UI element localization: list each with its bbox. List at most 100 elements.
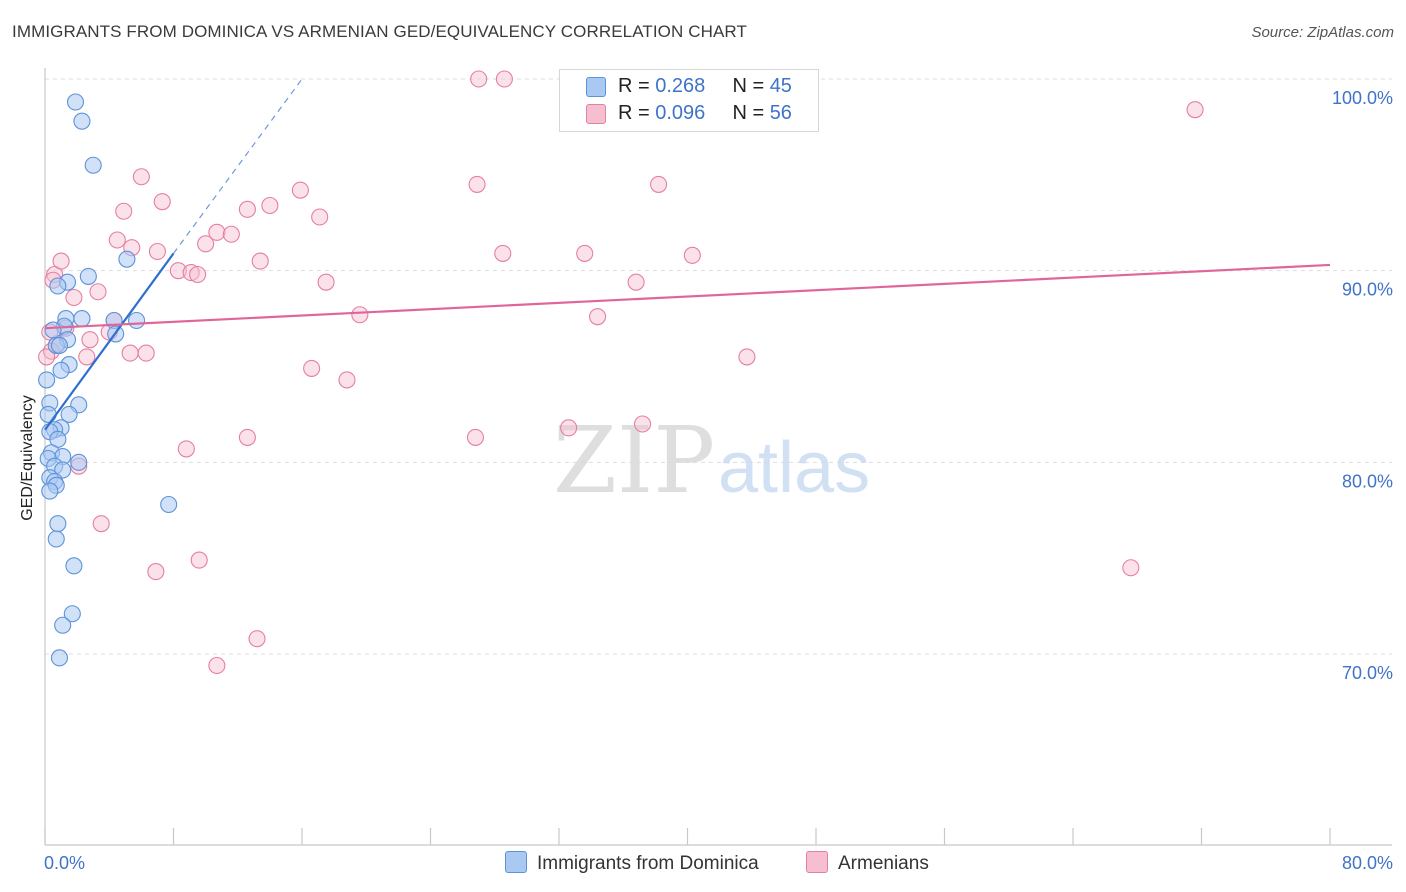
watermark-atlas: atlas: [718, 428, 870, 508]
legend-r-value-armenians: 0.096: [655, 102, 706, 124]
legend-r-label-armenians: R =: [618, 102, 656, 124]
armenians-point: [311, 208, 329, 226]
dominica-point: [65, 557, 83, 575]
armenians-point: [189, 265, 207, 284]
dominica-trendline: [44, 252, 175, 431]
armenians-point: [633, 415, 652, 433]
x-tick-label: 0.0%: [44, 853, 85, 873]
armenians-point: [177, 440, 195, 458]
dominica-point: [50, 649, 69, 667]
armenians-point: [1122, 559, 1140, 577]
dominica-point: [49, 277, 67, 295]
dominica-point: [63, 605, 81, 623]
y-axis-label: GED/Equivalency: [19, 395, 36, 521]
armenians-point: [494, 244, 512, 262]
armenians-point: [650, 175, 668, 193]
series-swatch-dominica: [505, 851, 527, 873]
armenians-point: [588, 308, 607, 326]
armenians-point: [468, 175, 486, 193]
armenians-point: [1186, 101, 1204, 119]
dominica-point: [128, 311, 146, 330]
armenians-point: [169, 262, 187, 280]
dominica-point: [160, 495, 178, 514]
armenians-point: [317, 273, 335, 291]
series-swatch-armenians: [806, 851, 828, 873]
source-label: Source: ZipAtlas.com: [1251, 24, 1394, 41]
dominica-point: [49, 515, 67, 533]
armenians-point: [338, 371, 356, 389]
dominica-point: [54, 616, 72, 634]
armenians-point: [208, 656, 226, 675]
dominica-points: [38, 93, 178, 667]
series-legend-dominica[interactable]: Immigrants from Dominica: [505, 851, 759, 875]
correlation-legend: R = 0.268 N = 45 R = 0.096 N = 56: [559, 69, 819, 132]
dominica-point: [60, 405, 78, 423]
chart-title: IMMIGRANTS FROM DOMINICA VS ARMENIAN GED…: [12, 22, 747, 41]
series-label-armenians: Armenians: [838, 853, 929, 874]
trendlines: [44, 78, 1331, 431]
armenians-point: [238, 200, 256, 218]
armenians-point: [627, 273, 645, 291]
armenians-point: [208, 223, 226, 241]
armenians-point: [470, 70, 488, 88]
armenians-point: [261, 196, 279, 215]
armenians-point: [89, 283, 107, 301]
dominica-point: [52, 361, 70, 379]
dominica-point: [66, 93, 85, 111]
armenians-point: [238, 428, 256, 446]
dominica-point: [73, 112, 91, 130]
dominica-point: [50, 336, 69, 354]
armenians-point: [248, 630, 266, 648]
armenians-point: [65, 288, 83, 307]
dominica-point: [79, 267, 97, 285]
watermark: ZIP atlas: [553, 407, 870, 514]
legend-n-value-dominica: 45: [769, 75, 792, 97]
armenians-point: [197, 235, 215, 253]
armenians-point: [291, 181, 309, 199]
armenians-point: [153, 193, 171, 211]
armenians-point: [560, 419, 578, 437]
armenians-point: [148, 242, 166, 261]
tick-labels: 70.0% 80.0% 90.0% 100.0% 0.0% 80.0%: [44, 88, 1393, 873]
legend-n-label-dominica: N =: [732, 75, 770, 97]
armenians-point: [303, 359, 321, 377]
legend-r-value-dominica: 0.268: [655, 75, 706, 97]
series-label-dominica: Immigrants from Dominica: [537, 853, 759, 874]
armenians-point: [78, 348, 96, 366]
armenians-point: [222, 225, 240, 243]
armenians-trendline: [44, 263, 1331, 330]
armenians-point: [251, 252, 269, 270]
armenians-point: [576, 244, 594, 262]
legend-swatch-dominica: [586, 77, 606, 97]
dominica-point: [41, 482, 59, 500]
dominica-point: [73, 310, 91, 328]
armenians-point: [115, 202, 133, 220]
gridlines: [45, 78, 1392, 655]
armenians-point: [38, 348, 56, 366]
dominica-point: [39, 405, 57, 423]
dominica-point: [47, 530, 65, 548]
armenians-point: [132, 168, 150, 186]
armenians-point: [52, 252, 70, 270]
legend-swatch-armenians: [586, 104, 606, 124]
armenians-points: [38, 70, 1204, 675]
x-tick-label: 80.0%: [1342, 853, 1393, 873]
series-legend-armenians[interactable]: Armenians: [806, 851, 929, 875]
y-tick-label: 70.0%: [1342, 663, 1393, 683]
armenians-point: [92, 515, 110, 533]
armenians-point: [738, 348, 756, 366]
dominica-point: [70, 453, 88, 471]
armenians-point: [137, 344, 155, 362]
legend-r-label-dominica: R =: [618, 75, 656, 97]
armenians-point: [466, 428, 485, 446]
armenians-point: [190, 551, 208, 569]
y-tick-label: 90.0%: [1342, 280, 1393, 300]
dominica-point: [38, 371, 56, 389]
legend-n-label-armenians: N =: [732, 102, 770, 124]
armenians-point: [683, 246, 701, 264]
dominica-point: [84, 156, 102, 174]
armenians-point: [108, 231, 126, 249]
dominica-point: [44, 321, 62, 339]
armenians-point: [351, 306, 369, 324]
